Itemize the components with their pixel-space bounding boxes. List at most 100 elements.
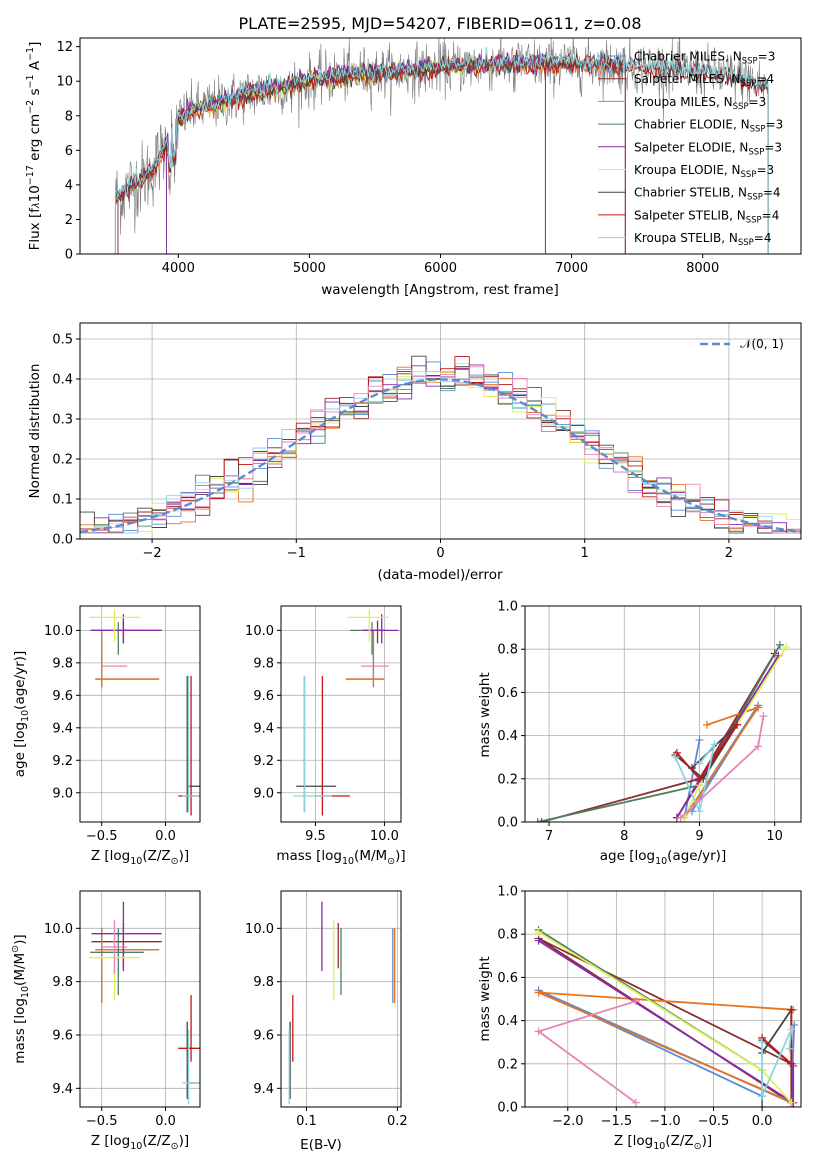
weight-marker-chabrier-elodie (775, 640, 784, 649)
weight-marker-pink (534, 1027, 543, 1036)
weight-marker-kroupa-stelib (710, 740, 719, 749)
y-tick-label: 9.6 (52, 689, 73, 704)
y-tick-label: 9.4 (52, 1082, 73, 1097)
spectrum-title: PLATE=2595, MJD=54207, FIBERID=0611, z=0… (238, 14, 641, 33)
x-tick-label: 0.0 (155, 829, 176, 844)
y-tick-label: 1.0 (497, 885, 518, 900)
weight-marker-salpeter-stelib (672, 748, 681, 757)
weight-marker-chabrier-elodie (758, 1103, 767, 1107)
x-tick-label: −2 (143, 546, 162, 561)
y-tick-label: 0.2 (52, 453, 73, 468)
ebv-xlabel: E(B-V) (300, 1137, 342, 1153)
y-tick-label: 10.0 (245, 624, 274, 639)
y-tick-label: 0.4 (497, 1014, 518, 1029)
age-vs-mass-panel: 9.5 10.0 9.0 9.2 9.4 9.6 9.8 10.0 mass [log10(M/… (245, 605, 406, 867)
axes-frame (524, 605, 802, 823)
p2-xlabel: Z [log10(Z/Z⊙)] (91, 848, 189, 867)
weight-marker-pink (754, 742, 763, 751)
weight-marker-pink (631, 1098, 640, 1107)
y-tick-label: 0.6 (497, 971, 518, 986)
weight-marker-chabrier-elodie (533, 818, 542, 822)
plot-area (80, 355, 801, 534)
y-tick-label: 0.2 (497, 1057, 518, 1072)
legend-label: Kroupa MILES, NSSP=3 (634, 95, 766, 112)
y-tick-label: 4 (65, 178, 73, 193)
weight-line-kroupa-stelib (674, 743, 716, 815)
weight-marker-chabrier-miles (695, 735, 704, 744)
weight-marker-salpeter-stelib (695, 774, 704, 783)
y-tick-label: 9.2 (253, 754, 274, 769)
legend-label: Chabrier ELODIE, NSSP=3 (634, 118, 783, 135)
x-tick-label: 4000 (162, 261, 195, 276)
y-tick-label: 0.6 (497, 686, 518, 701)
histogram-xlabel: (data-model)/error (377, 567, 503, 583)
x-tick-label: 0.1 (296, 1114, 317, 1129)
x-tick-label: 5000 (293, 261, 326, 276)
weight-marker-kroupa-stelib (785, 1044, 794, 1053)
weight-marker-kroupa-elodie (781, 643, 790, 652)
weight-marker-kroupa-miles (702, 720, 711, 729)
axes-frame (79, 322, 802, 540)
weight-marker-kroupa-elodie (787, 1098, 796, 1107)
y-tick-label: 9.2 (52, 754, 73, 769)
y-tick-label: 9.0 (52, 786, 73, 801)
model-spectrum-kroupa-stelib (114, 46, 769, 254)
x-tick-label: −1 (287, 546, 306, 561)
residual-histogram-salpeter-stelib (80, 356, 801, 534)
weight-marker-kroupa-stelib (695, 807, 704, 816)
y-tick-label: 0.4 (497, 729, 518, 744)
y-tick-label: 8 (65, 109, 73, 124)
p5-ylabel: mass [log10(M/M⊙)] (10, 934, 31, 1063)
weight-marker-kroupa-miles (754, 703, 763, 712)
y-tick-label: 10.0 (44, 922, 73, 937)
x-tick-label: 2 (725, 546, 733, 561)
plot-area (534, 925, 799, 1107)
mass-vs-metallicity-panel: −0.5 0.0 9.4 9.6 9.8 10.0 mass [log10(M/M⊙)] Z … (10, 890, 201, 1152)
y-tick-label: 0.0 (497, 816, 518, 831)
legend-label: Salpeter ELODIE, NSSP=3 (634, 140, 782, 157)
legend-label-gaussian: 𝒩(0, 1) (740, 337, 784, 351)
y-tick-label: 9.8 (52, 656, 73, 671)
y-tick-label: 0 (65, 248, 73, 263)
x-tick-label: 9 (695, 829, 703, 844)
x-tick-label: 8 (620, 829, 628, 844)
plot-area (288, 901, 396, 1105)
x-tick-label: −1.5 (601, 1114, 633, 1129)
y-tick-label: 9.6 (253, 1029, 274, 1044)
plot-area (88, 901, 200, 1105)
legend-label: Kroupa STELIB, NSSP=4 (634, 231, 772, 248)
y-tick-label: 0.0 (52, 533, 73, 548)
x-tick-label: 8000 (686, 261, 719, 276)
weight-marker-salpeter-miles (537, 818, 546, 822)
spectrum-panel: 4000 5000 6000 7000 8000 0 2 4 6 8 10 12 Flux [fλ10−… (25, 37, 802, 276)
x-tick-label: 10 (766, 829, 783, 844)
y-tick-label: 0.5 (52, 333, 73, 348)
gaussian-curve (80, 378, 801, 534)
weight-age-ylabel: mass weight (477, 672, 493, 757)
weight-marker-kroupa-stelib (695, 759, 704, 768)
spectrum-xlabel: wavelength [Angstrom, rest frame] (321, 282, 559, 298)
weight-marker-kroupa-stelib (758, 1038, 767, 1047)
p4-xlabel: age [log10(age/yr)] (600, 848, 726, 867)
legend-label: Chabrier MILES, NSSP=3 (634, 50, 775, 67)
model-spectrum-kroupa-miles (117, 55, 626, 254)
weight-marker-salpeter-elodie (534, 936, 543, 945)
model-spectrum-chabrier-stelib (114, 53, 769, 254)
mass-vs-ebv-panel: 0.1 0.2 9.4 9.6 9.8 10.0 (245, 890, 408, 1129)
weight-marker-salpeter-stelib (733, 720, 742, 729)
p3-xlabel: mass [log10(M/M⊙)] (276, 848, 405, 867)
y-tick-label: 0.0 (497, 1101, 518, 1116)
weight-Z-ylabel: mass weight (477, 956, 493, 1041)
plot-area (293, 609, 399, 816)
legend-label: Salpeter MILES, NSSP=4 (634, 72, 774, 89)
p2-ylabel: age [log10(age/yr)] (12, 651, 31, 777)
axes-frame (280, 605, 402, 823)
legend-label: Salpeter STELIB, NSSP=4 (634, 208, 779, 225)
y-tick-label: 0.8 (497, 928, 518, 943)
x-tick-label: 9.5 (305, 829, 326, 844)
x-tick-label: −0.5 (86, 829, 118, 844)
x-tick-label: 0.0 (752, 1114, 773, 1129)
y-tick-label: 9.8 (253, 656, 274, 671)
plot-area (88, 609, 200, 816)
